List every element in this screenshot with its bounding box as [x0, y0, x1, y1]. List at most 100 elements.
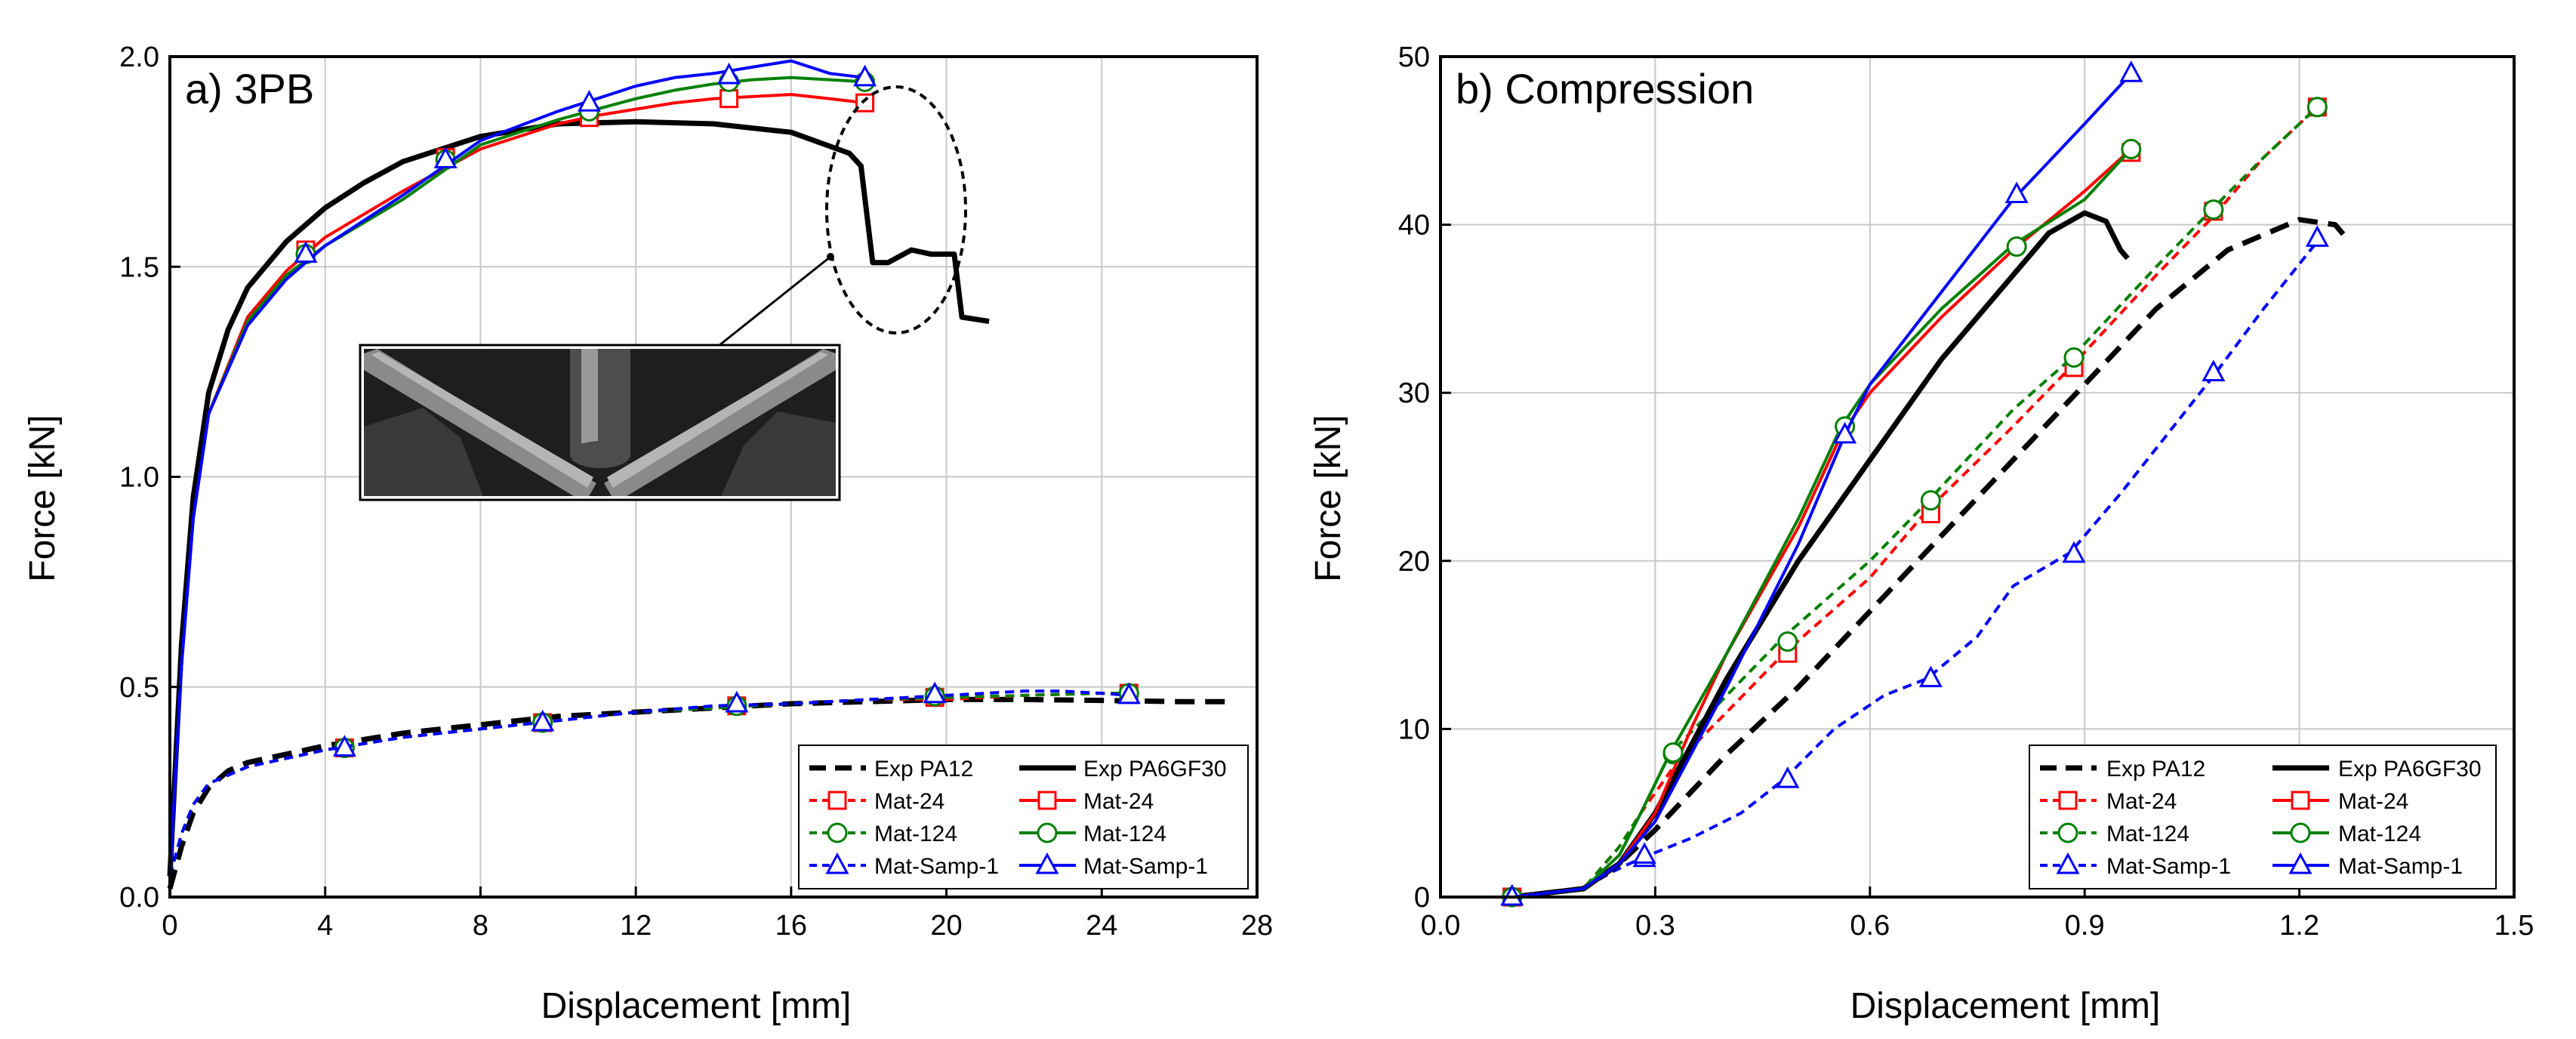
legend-marker	[827, 822, 848, 843]
data-point	[1117, 682, 1141, 704]
y-tick-label: 0.5	[119, 672, 159, 704]
legend-marker	[1037, 822, 1058, 843]
legend-mat124-pa6gf30: Mat-124	[1083, 822, 1166, 846]
legend-symbols	[2040, 765, 2329, 874]
series-line	[168, 59, 865, 877]
panel-a-axes: 0 4 8 12 16 20 24 28 0.0 0.5 1.0 1.5 2.0	[119, 42, 1273, 942]
legend-marker	[827, 791, 847, 810]
x-tick-label: 24	[1086, 910, 1117, 942]
data-point	[1777, 631, 1798, 652]
data-point	[1632, 842, 1656, 864]
legend-marker	[2057, 822, 2078, 843]
legend-samp-pa6gf30: Mat-Samp-1	[2338, 854, 2463, 879]
x-tick-label: 28	[1241, 910, 1273, 942]
panel-a-legend: Exp PA12 Exp PA6GF30 Mat-24 Mat-24 Mat-1…	[798, 745, 1249, 889]
inset-photo	[359, 344, 841, 501]
data-point	[2006, 236, 2027, 257]
legend-exp-pa6gf30: Exp PA6GF30	[2338, 757, 2482, 782]
x-tick-label: 1.2	[2279, 910, 2319, 942]
x-tick-label: 4	[317, 910, 333, 942]
data-point	[923, 681, 947, 704]
series-line	[167, 696, 1226, 889]
x-tick-label: 16	[775, 910, 807, 942]
series-mat-samp-1-pa12-	[168, 681, 1141, 877]
legend-exp-pa12: Exp PA12	[874, 757, 973, 782]
data-point	[332, 735, 356, 757]
series-mat-samp-1-pa6gf30-	[1500, 60, 2143, 906]
legend-samp-pa12: Mat-Samp-1	[874, 854, 999, 879]
legend-mat24-pa6gf30: Mat-24	[1083, 789, 1154, 814]
series-mat-samp-1-pa6gf30-	[168, 59, 877, 877]
panel-b-x-title: Displacement [mm]	[1850, 986, 2161, 1026]
series-exp-pa12	[1511, 217, 2352, 900]
data-point	[577, 90, 601, 112]
data-point	[1920, 490, 1941, 511]
x-tick-label: 8	[473, 910, 488, 942]
panel-b-axes: 0.0 0.3 0.6 0.9 1.2 1.5 0 10 20 30 40 50	[1398, 42, 2534, 942]
data-point	[2063, 347, 2085, 368]
legend-exp-pa12: Exp PA12	[2106, 757, 2205, 782]
x-tick-label: 0.9	[2065, 910, 2105, 942]
y-tick-label: 20	[1398, 546, 1430, 578]
data-point	[2305, 225, 2329, 247]
data-point	[717, 62, 741, 85]
x-tick-label: 12	[620, 910, 652, 942]
callout-leader-line	[719, 255, 831, 347]
data-point	[855, 93, 875, 113]
y-tick-label: 10	[1398, 714, 1430, 745]
data-point	[719, 89, 739, 109]
series-line	[1511, 217, 2352, 900]
x-tick-label: 0	[162, 910, 177, 942]
y-tick-label: 1.5	[119, 251, 159, 283]
series-exp-pa12	[167, 696, 1226, 889]
legend-marker	[2288, 852, 2313, 874]
x-tick-label: 1.5	[2494, 910, 2534, 942]
x-tick-label: 0.6	[1850, 910, 1890, 942]
legend-marker	[1035, 852, 1059, 874]
data-point	[1776, 766, 1800, 788]
legend-mat124-pa12: Mat-124	[874, 822, 957, 846]
panel-a-y-title: Force [kN]	[23, 415, 63, 581]
data-point	[2062, 541, 2086, 563]
legend-mat24-pa6gf30: Mat-24	[2338, 789, 2408, 814]
data-point	[2119, 60, 2143, 82]
legend-box	[2029, 745, 2497, 889]
legend-marker	[2056, 852, 2080, 874]
data-point	[2306, 97, 2328, 118]
panel-a-title: a) 3PB	[185, 65, 314, 113]
plot-frame	[168, 55, 1259, 899]
plot-frame	[1439, 55, 2516, 899]
series-line	[1511, 240, 2319, 899]
y-tick-label: 2.0	[119, 42, 159, 73]
legend-mat24-pa12: Mat-24	[874, 789, 944, 814]
series-line	[168, 689, 1129, 877]
data-point	[2203, 199, 2224, 220]
panel-b-legend: Exp PA12 Exp PA6GF30 Mat-24 Mat-24 Mat-1…	[2029, 745, 2497, 889]
panel-a-series	[167, 59, 1226, 889]
y-tick-label: 1.0	[119, 462, 159, 494]
y-tick-label: 40	[1398, 210, 1430, 242]
panel-compression: 0.0 0.3 0.6 0.9 1.2 1.5 0 10 20 30 40 50 b) Compres…	[1308, 42, 2534, 1026]
legend-marker	[1037, 791, 1057, 810]
data-point	[531, 709, 555, 732]
legend-samp-pa12: Mat-Samp-1	[2106, 854, 2231, 879]
data-point	[2202, 359, 2226, 381]
data-point	[1662, 742, 1684, 763]
x-tick-label: 0.3	[1635, 910, 1675, 942]
legend-exp-pa6gf30: Exp PA6GF30	[1083, 757, 1227, 782]
x-tick-label: 20	[930, 910, 962, 942]
legend-marker	[2058, 791, 2078, 810]
data-point	[1833, 421, 1857, 444]
y-tick-label: 0.0	[119, 882, 159, 914]
legend-mat124-pa6gf30: Mat-124	[2338, 822, 2421, 846]
panel-3pb: 0 4 8 12 16 20 24 28 0.0 0.5 1.0 1.5 2.0 a) 3PB Disp…	[23, 42, 1273, 1026]
y-tick-label: 30	[1398, 378, 1430, 409]
data-point	[853, 64, 877, 87]
panel-b-title: b) Compression	[1456, 65, 1754, 113]
y-tick-label: 0	[1414, 882, 1430, 914]
legend-samp-pa6gf30: Mat-Samp-1	[1083, 854, 1208, 879]
data-point	[2004, 181, 2029, 204]
legend-mat124-pa12: Mat-124	[2106, 822, 2189, 846]
y-tick-label: 50	[1398, 42, 1430, 73]
